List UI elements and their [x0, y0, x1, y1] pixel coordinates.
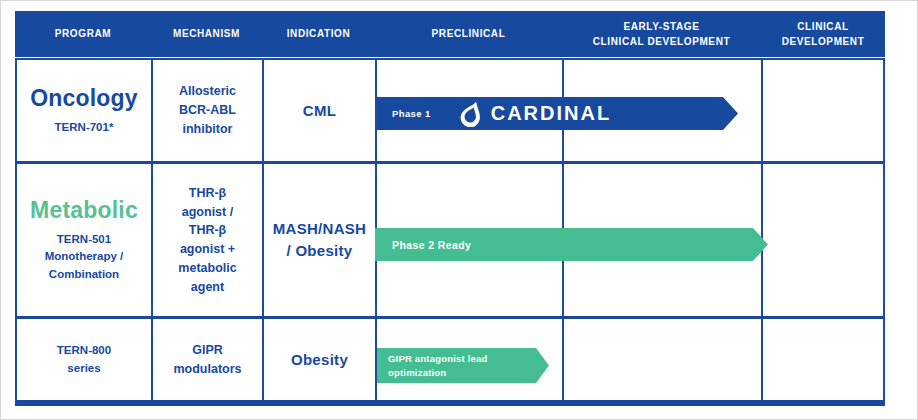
- cell-stage-r1-clinical: [763, 60, 883, 164]
- cardinal-brand-text: CARDINAL: [491, 102, 611, 125]
- cell-stage-r3-early: [564, 319, 763, 400]
- phase2-label: Phase 2 Ready: [392, 239, 471, 251]
- program-sub-tern-501: TERN-501 Monotherapy / Combination: [45, 231, 124, 283]
- header-clinical-development: CLINICAL DEVELOPMENT: [761, 11, 885, 57]
- cell-mechanism-thr-beta: THR-β agonist / THR-β agonist + metaboli…: [153, 164, 264, 319]
- table-header-row: PROGRAM MECHANISM INDICATION PRECLINICAL…: [15, 11, 885, 57]
- header-early-stage-clinical: EARLY-STAGE CLINICAL DEVELOPMENT: [562, 11, 761, 57]
- indication-text: CML: [303, 100, 336, 122]
- program-title-oncology: Oncology: [30, 85, 138, 112]
- cell-indication-obesity: Obesity: [264, 319, 377, 400]
- mechanism-text: Allosteric BCR-ABL inhibitor: [179, 82, 236, 138]
- cell-indication-cml: CML: [264, 60, 377, 164]
- program-sub-tern-800: TERN-800 series: [57, 342, 111, 377]
- cell-stage-r2-clinical: [763, 164, 883, 319]
- indication-text: Obesity: [291, 349, 348, 371]
- cell-stage-r3-clinical: [763, 319, 883, 400]
- program-title-metabolic: Metabolic: [30, 197, 138, 224]
- cell-program-oncology: Oncology TERN-701*: [17, 60, 153, 164]
- mechanism-text: GIPR modulators: [173, 341, 241, 379]
- cell-mechanism-gipr: GIPR modulators: [153, 319, 264, 400]
- header-preclinical: PRECLINICAL: [375, 11, 562, 57]
- cardinal-drop-icon: [458, 101, 482, 127]
- gipr-lead-optimization-arrow: GIPR antagonist lead optimization: [377, 348, 549, 383]
- phase1-cardinal-arrow: Phase 1 CARDINAL: [377, 97, 738, 130]
- cell-mechanism-bcr-abl: Allosteric BCR-ABL inhibitor: [153, 60, 264, 164]
- cell-indication-mash: MASH/NASH / Obesity: [264, 164, 377, 319]
- program-sub-tern-701: TERN-701*: [55, 119, 114, 136]
- mechanism-text: THR-β agonist / THR-β agonist + metaboli…: [178, 184, 236, 297]
- header-program: PROGRAM: [15, 11, 151, 57]
- cell-program-tern-800: TERN-800 series: [17, 319, 153, 400]
- header-mechanism: MECHANISM: [151, 11, 262, 57]
- pipeline-table: PROGRAM MECHANISM INDICATION PRECLINICAL…: [0, 0, 918, 420]
- cell-program-metabolic: Metabolic TERN-501 Monotherapy / Combina…: [17, 164, 153, 319]
- gipr-arrow-label: GIPR antagonist lead optimization: [388, 352, 488, 379]
- phase1-label: Phase 1: [392, 108, 431, 119]
- phase2-ready-arrow: Phase 2 Ready: [375, 228, 768, 261]
- indication-text: MASH/NASH / Obesity: [273, 218, 367, 262]
- header-indication: INDICATION: [262, 11, 375, 57]
